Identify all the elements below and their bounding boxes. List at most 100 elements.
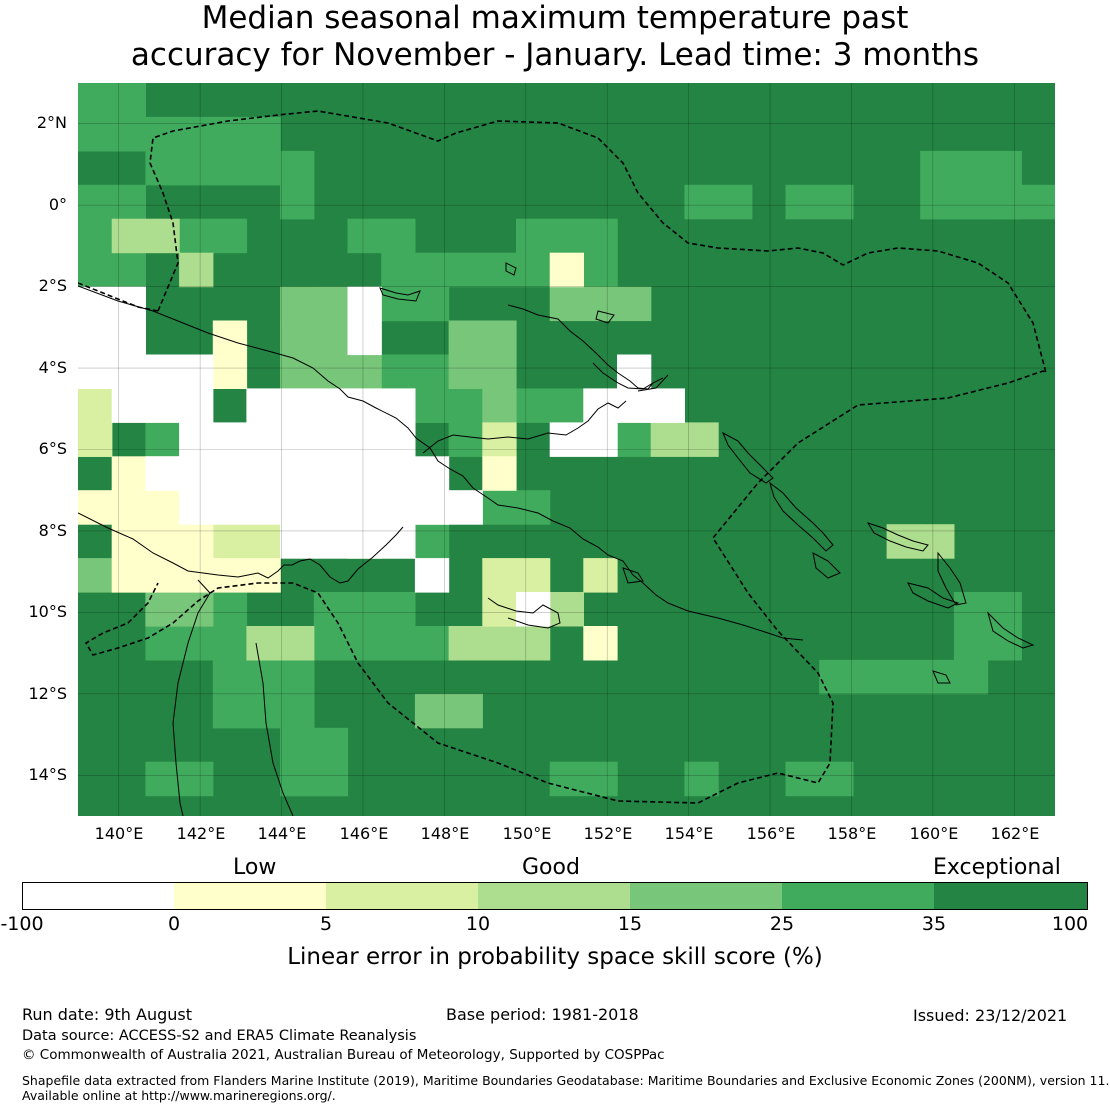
map-cell — [549, 252, 584, 288]
lon-label-142e: 142°E — [176, 824, 226, 843]
lat-label-10s: 10°S — [28, 602, 67, 621]
lon-label-154e: 154°E — [664, 824, 714, 843]
map-cell — [246, 388, 315, 423]
map-cell — [650, 422, 719, 457]
map-cell — [987, 184, 1055, 220]
maritime-boundaries — [78, 110, 1048, 804]
colorbar-tick--100: -100 — [0, 913, 44, 935]
map-cell — [516, 388, 584, 423]
map-cell — [145, 116, 281, 186]
map-cell — [313, 388, 416, 457]
map-cell — [920, 524, 955, 559]
map-cell — [280, 727, 349, 797]
lat-label-2s: 2°S — [38, 276, 67, 295]
map-cell — [617, 354, 652, 389]
map-cell — [347, 286, 382, 356]
map-cell — [145, 456, 450, 491]
run-date: Run date: 9th August — [22, 1005, 192, 1024]
map-cell — [212, 354, 248, 389]
map-cell — [549, 422, 618, 457]
lat-label-14s: 14°S — [28, 765, 67, 784]
lat-label-6s: 6°S — [38, 439, 67, 458]
map-cell — [179, 218, 248, 254]
map-cell — [78, 83, 146, 152]
map-cell — [145, 761, 214, 797]
map-cell — [549, 761, 618, 797]
map-cell — [516, 592, 551, 627]
coastlines — [78, 262, 1035, 816]
lon-label-146e: 146°E — [339, 824, 389, 843]
shapefile-credit-line-1: Shapefile data extracted from Flanders M… — [22, 1073, 1110, 1088]
colorbar-tick-10: 10 — [465, 913, 491, 935]
colorbar-label: Linear error in probability space skill … — [287, 944, 823, 970]
map-cell — [684, 184, 753, 220]
map-cell — [414, 558, 450, 593]
colorbar-segment-7 — [934, 882, 1088, 910]
map-cell — [347, 218, 416, 254]
lon-label-158e: 158°E — [827, 824, 877, 843]
lat-label-8s: 8°S — [38, 521, 67, 540]
colorbar-segment-1 — [22, 882, 174, 910]
lon-label-148e: 148°E — [420, 824, 470, 843]
colorbar-tick-0: 0 — [167, 913, 181, 935]
map-title-line-1: Median seasonal maximum temperature past — [201, 0, 909, 36]
lon-label-140e: 140°E — [94, 824, 144, 843]
graticule — [78, 83, 1055, 816]
map-cell — [448, 252, 517, 288]
map-cell — [246, 626, 315, 661]
colorbar-frame — [22, 882, 1088, 910]
map-cell — [617, 422, 652, 457]
map-cell — [280, 150, 315, 220]
map-cell — [78, 490, 113, 525]
colorbar-segment-2 — [174, 882, 326, 910]
copyright-notice: © Commonwealth of Australia 2021, Austra… — [22, 1047, 665, 1063]
map-cell — [111, 218, 180, 254]
colorbar — [22, 882, 1088, 910]
lon-label-162e: 162°E — [990, 824, 1040, 843]
map-cell — [953, 626, 1022, 661]
map-cell — [179, 490, 483, 525]
colorbar-tick-25: 25 — [769, 913, 795, 935]
skill-score-map — [78, 83, 1055, 816]
category-label-exceptional: Exceptional — [933, 855, 1061, 880]
lon-label-150e: 150°E — [502, 824, 552, 843]
colorbar-segment-6 — [782, 882, 934, 910]
map-cell — [684, 761, 719, 797]
colorbar-tick-5: 5 — [319, 913, 333, 935]
map-cell — [482, 388, 517, 423]
map-cell — [111, 388, 214, 423]
colorbar-segment-4 — [478, 882, 630, 910]
colorbar-tick-15: 15 — [617, 913, 643, 935]
map-cell — [953, 592, 1022, 627]
lat-label-0: 0° — [48, 195, 67, 214]
shapefile-credit-line-2: Available online at http://www.marinereg… — [22, 1088, 336, 1103]
lon-label-156e: 156°E — [746, 824, 796, 843]
map-cell — [78, 286, 146, 356]
map-cell — [482, 422, 517, 457]
issued-date: Issued: 23/12/2021 — [913, 1006, 1068, 1025]
base-period: Base period: 1981-2018 — [446, 1005, 639, 1024]
map-cell — [482, 456, 517, 491]
map-cell — [785, 184, 854, 220]
colorbar-tick-35: 35 — [921, 913, 947, 935]
map-cell — [381, 252, 450, 322]
colorbar-segment-5 — [630, 882, 782, 910]
map-cell — [448, 320, 517, 389]
lon-label-160e: 160°E — [909, 824, 959, 843]
skill-cells — [78, 83, 1055, 797]
map-cell — [212, 320, 248, 355]
lat-label-4s: 4°S — [38, 358, 67, 377]
lat-label-12s: 12°S — [28, 684, 67, 703]
map-cell — [78, 354, 214, 389]
map-cell — [583, 558, 618, 593]
colorbar-tick-100: 100 — [1051, 913, 1089, 935]
category-label-low: Low — [233, 855, 277, 880]
map-cell — [819, 659, 989, 695]
lat-label-2n: 2°N — [36, 113, 67, 132]
map-cell — [381, 626, 450, 661]
data-source: Data source: ACCESS-S2 and ERA5 Climate … — [22, 1028, 417, 1044]
map-cell — [583, 626, 618, 661]
map-title-line-2: accuracy for November - January. Lead ti… — [130, 37, 980, 73]
map-cell — [448, 626, 551, 661]
map-cell — [549, 286, 652, 322]
